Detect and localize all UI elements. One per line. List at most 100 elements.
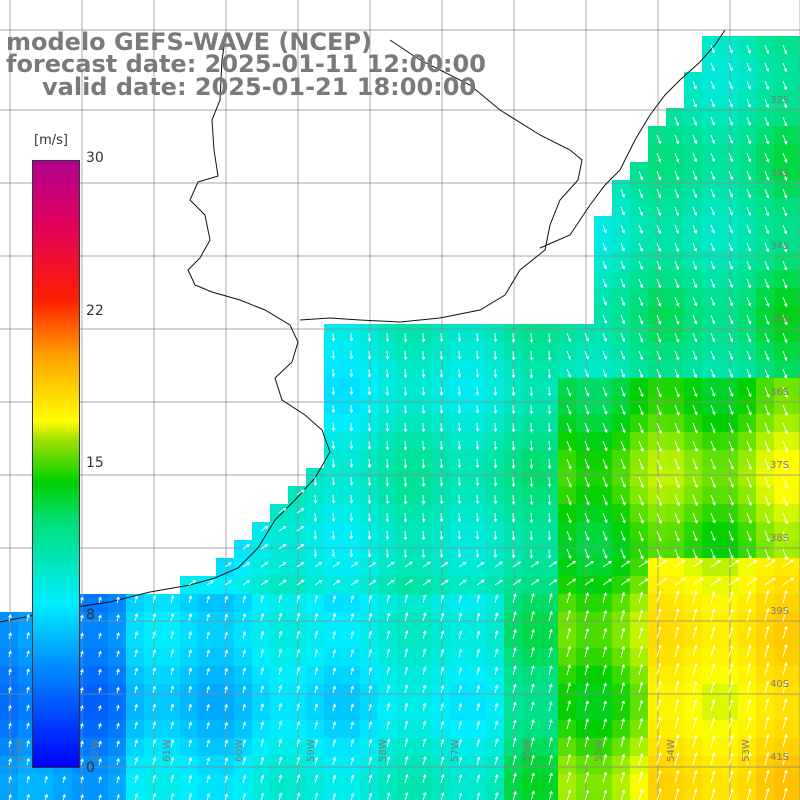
wind-arrow [692,188,698,199]
wind-arrow [692,788,698,800]
wind-arrow [710,770,716,784]
wind-arrow [134,774,139,784]
wind-arrow [529,458,534,470]
wind-arrow [476,756,481,766]
wind-arrow [152,756,157,766]
wind-arrow [710,681,716,694]
wind-arrow [547,422,552,433]
wind-arrow [710,116,715,126]
wind-cell [792,54,800,72]
wind-arrow [529,440,534,452]
wind-arrow [710,734,716,748]
wind-cell [792,486,800,504]
wind-arrow [746,224,751,234]
wind-arrow [313,512,318,523]
wind-arrow [692,644,698,658]
wind-cell [360,792,378,800]
wind-arrow [242,595,247,604]
wind-arrow [782,787,788,800]
wind-arrow [385,458,390,469]
wind-arrow [242,580,251,586]
wind-arrow [548,754,553,766]
wind-arrow [367,530,372,540]
wind-arrow [116,704,120,712]
wind-arrow [638,530,644,542]
wind-arrow [493,332,498,343]
wind-arrow [602,609,607,622]
wind-arrow [404,773,409,784]
wind-arrow [746,386,752,398]
wind-arrow [439,368,444,379]
wind-arrow [584,494,590,506]
wind-arrow [439,350,444,361]
wind-arrow [746,44,751,54]
wind-arrow [674,422,680,434]
wind-arrow [422,611,427,622]
wind-arrow [692,716,698,730]
wind-arrow [404,611,409,622]
wind-arrow [764,314,770,326]
wind-arrow [566,682,571,694]
wind-cell [792,234,800,252]
wind-arrow [512,579,522,586]
wind-arrow [80,704,84,712]
wind-arrow [728,80,733,90]
wind-arrow [638,314,644,325]
wind-arrow [782,512,788,525]
wind-arrow [782,476,789,489]
wind-arrow [638,681,644,694]
wind-arrow [547,386,552,397]
lon-label-62w: 62W [89,739,101,762]
wind-arrow [313,476,318,487]
wind-arrow [512,719,517,730]
wind-arrow [260,561,269,568]
wind-arrow [620,368,625,378]
wind-arrow [656,716,662,730]
wind-arrow [710,386,716,398]
wind-arrow [746,152,752,163]
wind-arrow [764,350,770,361]
wind-arrow [692,734,698,748]
wind-arrow [476,684,481,694]
wind-arrow [511,458,516,470]
wind-arrow [494,755,499,766]
wind-cell [342,792,360,800]
wind-arrow [152,738,157,748]
wind-arrow [746,644,752,658]
wind-arrow [367,548,372,558]
wind-arrow [548,610,553,622]
wind-arrow [674,608,680,622]
wind-arrow [566,645,572,658]
wind-arrow [710,152,716,163]
wind-arrow [367,512,372,523]
wind-arrow [349,350,354,360]
wind-arrow [728,62,733,72]
wind-arrow [350,612,355,622]
wind-arrow [692,422,698,434]
wind-arrow [782,716,788,730]
wind-cell [792,702,800,720]
wind-arrow [260,594,265,604]
wind-arrow [620,548,626,560]
wind-arrow [602,368,607,378]
wind-arrow [674,134,680,145]
wind-cell [648,792,666,800]
wind-arrow [638,332,644,343]
wind-arrow [475,386,480,396]
wind-arrow [152,774,157,784]
wind-arrow [332,612,337,622]
wind-arrow [782,152,788,164]
wind-arrow [439,548,444,559]
wind-arrow [728,590,734,604]
wind-arrow [547,476,552,488]
wind-arrow [116,757,120,766]
wind-arrow [746,170,752,181]
wind-arrow [439,440,444,451]
wind-arrow [421,512,426,523]
wind-arrow [620,332,626,343]
wind-arrow [98,740,102,748]
wind-cell [288,792,306,800]
wind-arrow [188,685,192,694]
wind-arrow [782,98,788,109]
wind-arrow [332,562,341,568]
